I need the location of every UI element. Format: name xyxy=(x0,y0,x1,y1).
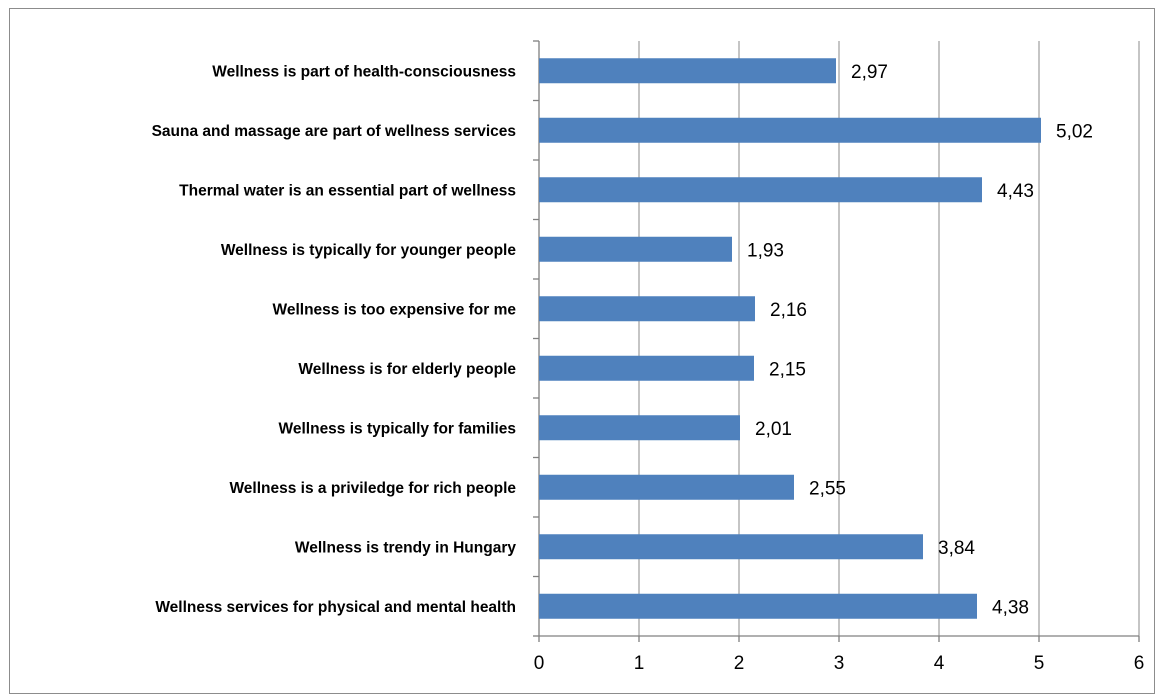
category-label: Wellness is too expensive for me xyxy=(273,301,517,318)
data-label: 4,38 xyxy=(992,597,1029,618)
data-label: 2,01 xyxy=(755,419,792,440)
category-label: Wellness is typically for younger people xyxy=(221,242,517,259)
data-label: 2,16 xyxy=(770,300,807,321)
category-label: Wellness is for elderly people xyxy=(298,361,516,378)
x-tick-label: 2 xyxy=(734,653,745,674)
x-tick-label: 6 xyxy=(1134,653,1145,674)
category-label: Wellness is a priviledge for rich people xyxy=(229,480,516,497)
data-label: 2,97 xyxy=(851,62,888,83)
bar xyxy=(539,236,732,262)
bar xyxy=(539,296,755,322)
bar xyxy=(539,117,1041,143)
x-tick-label: 5 xyxy=(1034,653,1045,674)
x-tick-label: 1 xyxy=(634,653,645,674)
bar xyxy=(539,593,977,619)
data-label: 5,02 xyxy=(1056,121,1093,142)
bar xyxy=(539,355,754,381)
data-label: 2,55 xyxy=(809,478,846,499)
category-label: Wellness is trendy in Hungary xyxy=(295,539,516,556)
bar xyxy=(539,534,923,560)
x-tick-label: 4 xyxy=(934,653,945,674)
category-label: Thermal water is an essential part of we… xyxy=(179,182,516,199)
x-tick-label: 0 xyxy=(534,653,545,674)
category-label: Wellness services for physical and menta… xyxy=(155,599,516,616)
bar xyxy=(539,474,794,500)
category-label: Wellness is typically for families xyxy=(279,420,516,437)
bar xyxy=(539,177,982,203)
data-label: 3,84 xyxy=(938,538,975,559)
data-label: 4,43 xyxy=(997,181,1034,202)
data-label: 1,93 xyxy=(747,240,784,261)
category-label: Wellness is part of health-consciousness xyxy=(212,63,516,80)
bar xyxy=(539,58,836,84)
bar xyxy=(539,415,740,441)
category-label: Sauna and massage are part of wellness s… xyxy=(152,123,516,140)
data-label: 2,15 xyxy=(769,359,806,380)
x-tick-label: 3 xyxy=(834,653,845,674)
